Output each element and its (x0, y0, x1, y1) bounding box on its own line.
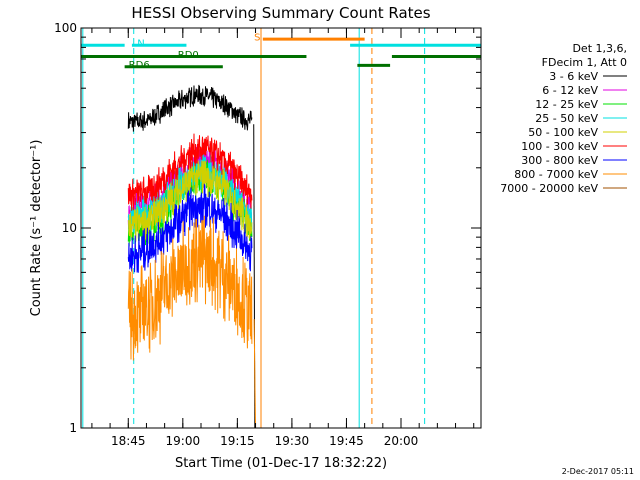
legend-header-line-1: Det 1,3,6, (572, 42, 627, 55)
series-drop-orange (253, 319, 257, 429)
series-group (127, 84, 257, 429)
x-axis-label: Start Time (01-Dec-17 18:32:22) (175, 456, 387, 471)
state-bar-label-rd0: RD0 (178, 50, 199, 61)
state-bar-label-rd6: RD6 (129, 60, 150, 71)
x-tick-label: 18:45 (111, 434, 146, 448)
legend-header-line-2: FDecim 1, Att 0 (542, 56, 627, 69)
footer-timestamp: 2-Dec-2017 05:11 (562, 467, 634, 476)
legend-label-3: 25 - 50 keV (535, 112, 598, 125)
legend-label-4: 50 - 100 keV (528, 126, 598, 139)
series-line-7 (127, 215, 253, 361)
axes: 1 10 100 18:45 19:00 19:15 19:30 19:45 20:00 (54, 21, 482, 448)
series-line-5 (127, 133, 253, 211)
series-line-6 (127, 183, 253, 273)
x-tick-label: 20:00 (384, 434, 419, 448)
x-tick-label: 19:15 (220, 434, 255, 448)
state-bar-label-n: N (137, 39, 144, 50)
legend-label-8: 7000 - 20000 keV (500, 182, 598, 195)
legend-label-2: 12 - 25 keV (535, 98, 598, 111)
x-tick-label: 19:30 (275, 434, 310, 448)
x-tick-label: 19:45 (329, 434, 364, 448)
x-tick-label: 19:00 (166, 434, 201, 448)
state-bar-label-s: S (254, 33, 260, 44)
y-axis-label: Count Rate (s⁻¹ detector⁻¹) (29, 140, 44, 317)
legend-label-1: 6 - 12 keV (542, 84, 598, 97)
legend-label-6: 300 - 800 keV (521, 154, 598, 167)
state-bars: N RD0 RD6 S (81, 33, 481, 71)
legend-label-7: 800 - 7000 keV (514, 168, 598, 181)
y-tick-label: 100 (54, 21, 77, 35)
legend-label-0: 3 - 6 keV (549, 70, 598, 83)
y-tick-label: 1 (69, 421, 77, 435)
y-tick-label: 10 (62, 221, 77, 235)
legend-label-5: 100 - 300 keV (521, 140, 598, 153)
series-line-0 (127, 84, 253, 132)
chart-title: HESSI Observing Summary Count Rates (131, 4, 430, 22)
